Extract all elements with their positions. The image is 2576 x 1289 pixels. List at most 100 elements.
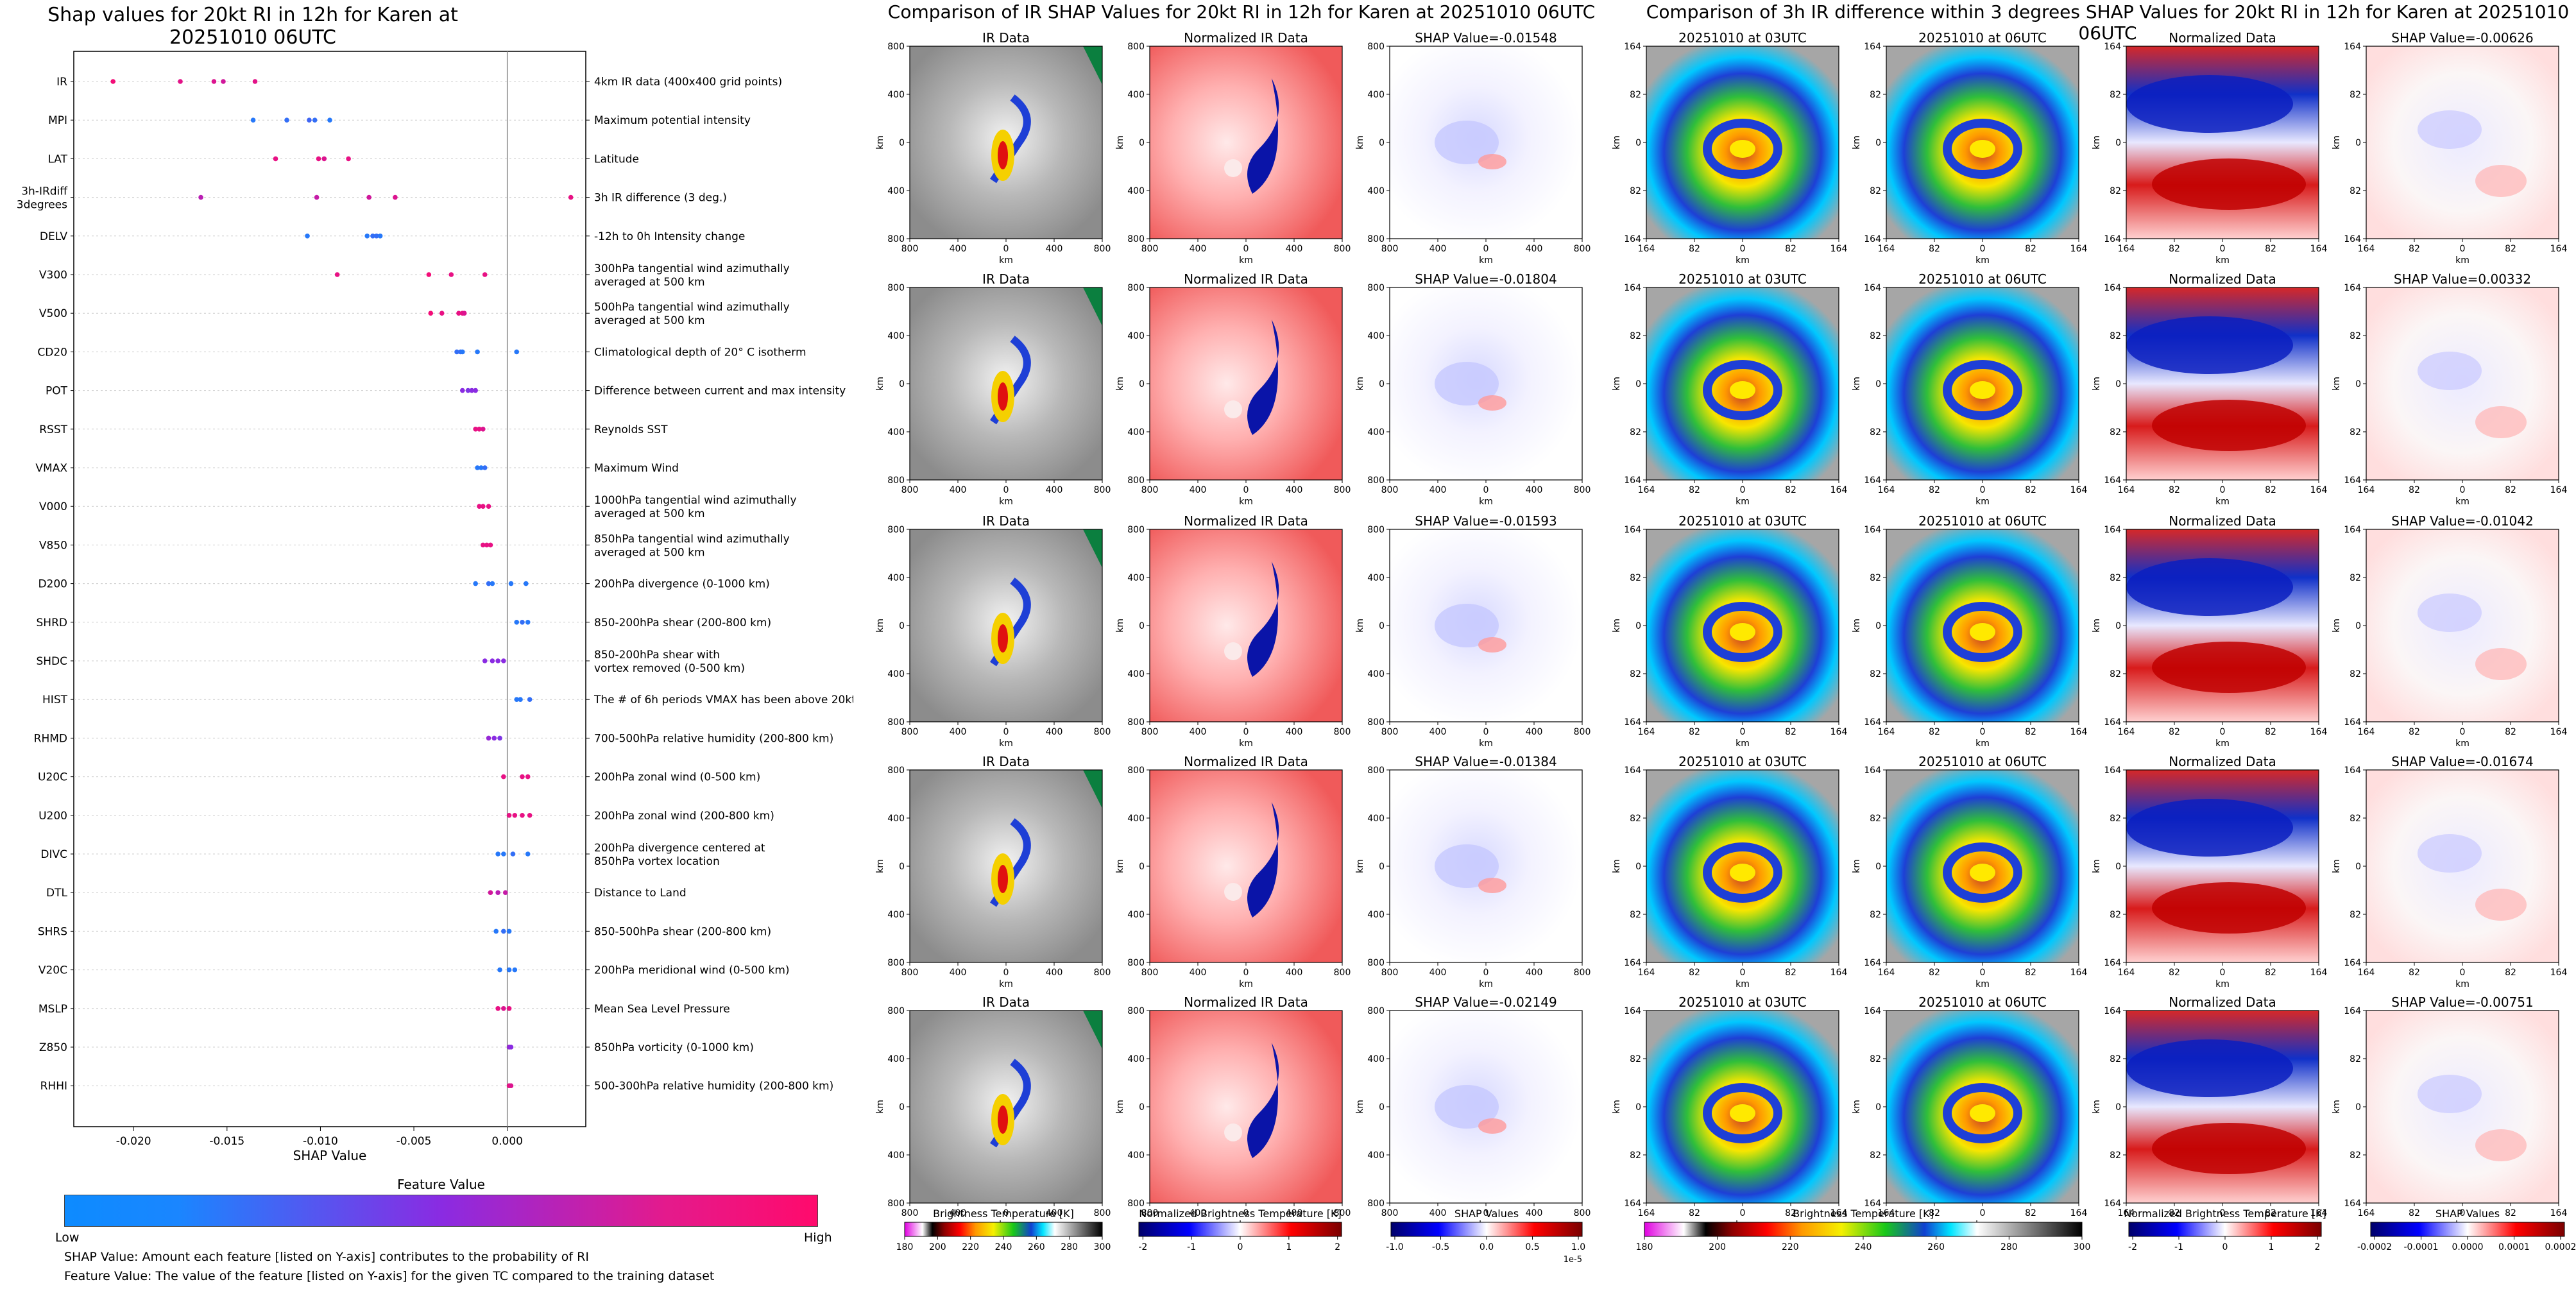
panel-image: [2126, 287, 2319, 480]
shap-point: [491, 735, 497, 741]
warm-band: [2152, 882, 2306, 934]
y-tick-label: 164: [2104, 1006, 2121, 1016]
feature-code-label: V20C: [38, 964, 67, 977]
y-tick-label: 82: [1630, 427, 1641, 438]
x-tick-label: 164: [1830, 727, 1848, 737]
feature-description-label: 700-500hPa relative humidity (200-800 km…: [594, 732, 833, 745]
y-tick-label: 164: [1624, 525, 1641, 535]
y-tick-label: 164: [2344, 234, 2361, 244]
y-axis-label: km: [1612, 135, 1622, 149]
y-tick-label: 0: [1379, 1102, 1385, 1113]
y-axis-label: km: [2092, 619, 2102, 633]
shap-blob: [2418, 110, 2482, 149]
panel-title: SHAP Value=-0.01384: [1415, 754, 1557, 769]
x-tick-label: 82: [2265, 244, 2276, 254]
eyewall: [1943, 842, 2022, 903]
x-tick-label: 0: [1003, 1208, 1009, 1218]
feature-code-label: DIVC: [40, 848, 67, 861]
shap-point: [481, 504, 486, 509]
x-tick-label: 82: [1929, 1208, 1940, 1218]
colorbar-high-label: High: [804, 1231, 832, 1245]
x-tick-label: 0: [2460, 244, 2466, 254]
panel-title: SHAP Value=-0.01548: [1415, 30, 1557, 46]
feature-description-label: Climatological depth of 20° C isotherm: [594, 346, 806, 359]
cloud-edge: [1083, 46, 1102, 85]
x-tick-label: 0: [1740, 485, 1746, 495]
x-axis-label: km: [2215, 255, 2230, 266]
y-tick-label: 0: [1139, 621, 1145, 631]
shap-blob: [1478, 1118, 1506, 1134]
panel-title: Normalized Data: [2169, 754, 2276, 769]
y-tick-label: 400: [1367, 573, 1385, 583]
y-tick-label: 800: [1367, 717, 1385, 728]
feature-description-label: -12h to 0h Intensity change: [594, 230, 745, 243]
x-tick-label: 800: [1381, 485, 1399, 495]
warm-band: [2152, 1123, 2306, 1174]
shap-point: [461, 311, 467, 316]
x-tick-label: 82: [2025, 1208, 2036, 1218]
shap-point: [178, 79, 183, 84]
colorbar-tick-label: -1: [1187, 1242, 1196, 1252]
y-tick-label: 164: [1864, 1199, 1881, 1209]
x-tick-label: 400: [950, 485, 967, 495]
x-tick-label: 82: [1929, 727, 1940, 737]
shap-point: [512, 967, 518, 973]
x-axis-label: km: [1736, 738, 1750, 749]
feature-code-label: VMAX: [35, 462, 67, 475]
y-tick-label: 400: [887, 669, 905, 679]
feature-code-label: V000: [39, 500, 67, 513]
y-tick-label: 800: [887, 475, 905, 486]
feature-description-label: 850-200hPa shear (200-800 km): [594, 617, 771, 629]
shap-point: [502, 890, 508, 895]
y-axis-label: km: [875, 1100, 885, 1114]
shap-point: [501, 928, 506, 934]
colorbar-label: SHAP Values: [1454, 1208, 1519, 1220]
x-tick-label: -0.015: [209, 1135, 244, 1148]
y-tick-label: 400: [887, 1150, 905, 1161]
y-tick-label: 800: [1127, 1199, 1145, 1209]
x-axis-label: km: [2455, 497, 2469, 507]
y-axis-label: km: [2332, 135, 2342, 149]
shap-point: [501, 851, 506, 857]
x-tick-label: 0: [1980, 244, 1986, 254]
y-tick-label: 164: [1864, 765, 1881, 776]
x-tick-label: 400: [1190, 244, 1207, 254]
feature-value-colorbar: [64, 1195, 818, 1227]
panel-title: 20251010 at 03UTC: [1678, 994, 1807, 1010]
y-tick-label: 800: [1127, 475, 1145, 486]
y-tick-label: 164: [1864, 958, 1881, 968]
shap-point: [454, 349, 459, 355]
panel-image: [1150, 1011, 1342, 1203]
y-tick-label: 800: [1127, 717, 1145, 728]
x-axis-label: km: [1736, 497, 1750, 507]
x-tick-label: 0: [1483, 485, 1489, 495]
eye: [1730, 1104, 1755, 1122]
y-tick-label: 800: [1367, 283, 1385, 293]
colorbar-tick-label: 0: [2222, 1242, 2228, 1252]
feature-description-label: 4km IR data (400x400 grid points): [594, 76, 782, 89]
shap-point: [305, 234, 310, 239]
eye-region: [1224, 1123, 1242, 1141]
y-tick-label: 0: [1379, 379, 1385, 389]
eye: [1970, 381, 1995, 399]
y-tick-label: 400: [1367, 90, 1385, 100]
shap-point: [211, 79, 217, 84]
shap-point: [327, 117, 332, 123]
y-tick-label: 0: [1379, 862, 1385, 872]
x-tick-label: 800: [1094, 968, 1111, 978]
y-tick-label: 400: [1127, 90, 1145, 100]
shap-point: [527, 697, 533, 702]
colorbar: [2370, 1222, 2565, 1237]
warm-band: [2152, 158, 2306, 210]
y-tick-label: 400: [1367, 1150, 1385, 1161]
panel-title: IR Data: [982, 271, 1030, 287]
x-tick-label: 800: [901, 1208, 919, 1218]
y-tick-label: 0: [899, 138, 905, 148]
cloud-band: [1247, 320, 1279, 435]
x-tick-label: 164: [1878, 1208, 1895, 1218]
x-tick-label: 800: [1574, 485, 1591, 495]
x-axis-label: SHAP Value: [293, 1148, 367, 1163]
eye: [1970, 623, 1995, 641]
y-tick-label: 0: [899, 621, 905, 631]
panel-title: 20251010 at 06UTC: [1918, 754, 2047, 769]
